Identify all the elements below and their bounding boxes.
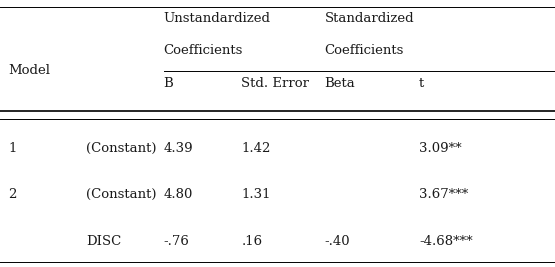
Text: -.40: -.40 (325, 235, 350, 248)
Text: Coefficients: Coefficients (325, 44, 404, 57)
Text: 4.39: 4.39 (164, 142, 193, 155)
Text: 3.67***: 3.67*** (419, 188, 468, 201)
Text: Beta: Beta (325, 77, 355, 91)
Text: Coefficients: Coefficients (164, 44, 243, 57)
Text: 4.80: 4.80 (164, 188, 193, 201)
Text: .16: .16 (241, 235, 263, 248)
Text: -.76: -.76 (164, 235, 190, 248)
Text: 1: 1 (8, 142, 17, 155)
Text: Standardized: Standardized (325, 12, 414, 25)
Text: 1.42: 1.42 (241, 142, 271, 155)
Text: 1.31: 1.31 (241, 188, 271, 201)
Text: Model: Model (8, 64, 51, 77)
Text: (Constant): (Constant) (86, 188, 157, 201)
Text: Std. Error: Std. Error (241, 77, 310, 91)
Text: 3.09**: 3.09** (419, 142, 462, 155)
Text: Unstandardized: Unstandardized (164, 12, 271, 25)
Text: (Constant): (Constant) (86, 142, 157, 155)
Text: 2: 2 (8, 188, 17, 201)
Text: DISC: DISC (86, 235, 122, 248)
Text: t: t (419, 77, 424, 91)
Text: B: B (164, 77, 174, 91)
Text: -4.68***: -4.68*** (419, 235, 473, 248)
